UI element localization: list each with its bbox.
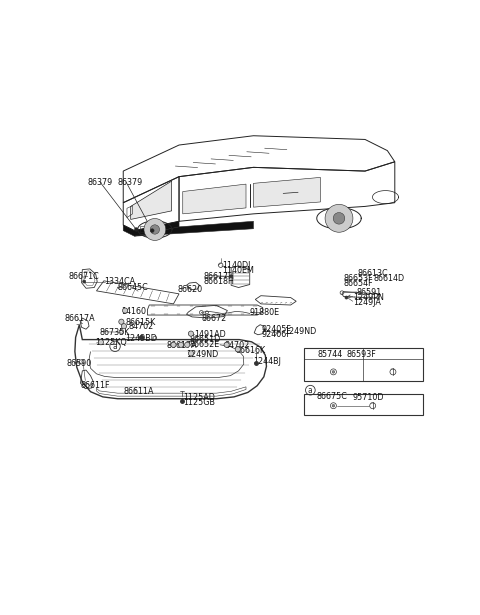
Text: 1491AD: 1491AD (194, 330, 226, 339)
Circle shape (185, 342, 190, 347)
Text: 84702: 84702 (129, 322, 154, 331)
Text: 86379: 86379 (118, 178, 143, 187)
Circle shape (188, 331, 193, 336)
Text: 1249JA: 1249JA (353, 298, 381, 306)
Circle shape (134, 228, 138, 231)
Circle shape (144, 218, 166, 240)
Text: 86617A: 86617A (166, 341, 197, 350)
Circle shape (121, 323, 127, 329)
Text: 86613C: 86613C (358, 269, 388, 278)
Circle shape (178, 342, 183, 347)
Text: 1249PN: 1249PN (353, 293, 384, 302)
Circle shape (224, 342, 229, 347)
Text: 86653F: 86653F (344, 274, 373, 283)
Text: 1125AD: 1125AD (183, 393, 215, 402)
Text: 1125GB: 1125GB (183, 397, 215, 407)
Text: 86593F: 86593F (347, 351, 376, 359)
Text: 86618H: 86618H (203, 277, 234, 286)
Text: 85744: 85744 (318, 351, 343, 359)
Text: 95710D: 95710D (352, 394, 384, 402)
Circle shape (119, 319, 124, 324)
Text: 86616K: 86616K (236, 346, 266, 354)
Circle shape (122, 308, 128, 313)
Circle shape (188, 351, 193, 356)
Text: 86591: 86591 (357, 288, 382, 297)
Circle shape (171, 342, 176, 347)
Circle shape (150, 225, 159, 234)
Polygon shape (253, 177, 321, 207)
Text: 86379: 86379 (88, 178, 113, 187)
Bar (304, 347, 423, 381)
Text: 1140EM: 1140EM (222, 266, 254, 276)
Text: 86617H: 86617H (203, 272, 234, 281)
Text: 92405F: 92405F (262, 325, 292, 334)
Text: 86671C: 86671C (68, 272, 99, 281)
Polygon shape (123, 221, 179, 236)
Text: 1249BD: 1249BD (125, 333, 157, 343)
Bar (140, 226, 164, 232)
Circle shape (229, 275, 233, 278)
Circle shape (325, 204, 353, 232)
Polygon shape (134, 221, 253, 236)
Text: 86651D: 86651D (190, 335, 221, 344)
Text: 86675C: 86675C (317, 392, 348, 400)
Text: 1244BJ: 1244BJ (253, 357, 281, 367)
Text: 86645C: 86645C (118, 283, 148, 292)
Bar (304, 394, 423, 416)
Circle shape (235, 347, 240, 352)
Text: 91880E: 91880E (250, 308, 280, 317)
Text: 86735K: 86735K (99, 328, 130, 336)
Circle shape (98, 339, 104, 345)
Text: 86617A: 86617A (64, 314, 95, 323)
Text: 14160: 14160 (121, 307, 146, 316)
Text: 84702: 84702 (225, 341, 250, 350)
Text: 1125KQ: 1125KQ (96, 338, 127, 347)
Text: 86654F: 86654F (344, 279, 373, 288)
Polygon shape (183, 184, 246, 214)
Polygon shape (131, 181, 172, 220)
Text: 1249ND: 1249ND (284, 327, 316, 336)
Text: a: a (113, 342, 118, 351)
Text: 86615K: 86615K (125, 318, 156, 327)
Text: 86620: 86620 (177, 285, 202, 294)
Circle shape (345, 296, 348, 299)
Text: 86590: 86590 (67, 359, 92, 368)
Circle shape (332, 371, 335, 373)
Circle shape (333, 213, 345, 224)
Text: 86614D: 86614D (373, 274, 405, 283)
Text: 86611A: 86611A (123, 387, 154, 396)
Text: 86652E: 86652E (190, 339, 220, 349)
Circle shape (150, 229, 154, 232)
Text: a: a (308, 386, 313, 395)
Circle shape (332, 405, 335, 407)
Text: 1249ND: 1249ND (186, 349, 219, 359)
Text: 86611F: 86611F (81, 381, 110, 391)
Text: 1334CA: 1334CA (105, 277, 136, 286)
Text: 86672: 86672 (202, 314, 227, 323)
Circle shape (83, 280, 85, 283)
Text: 1140DJ: 1140DJ (222, 261, 250, 271)
Text: 92406F: 92406F (262, 330, 292, 338)
